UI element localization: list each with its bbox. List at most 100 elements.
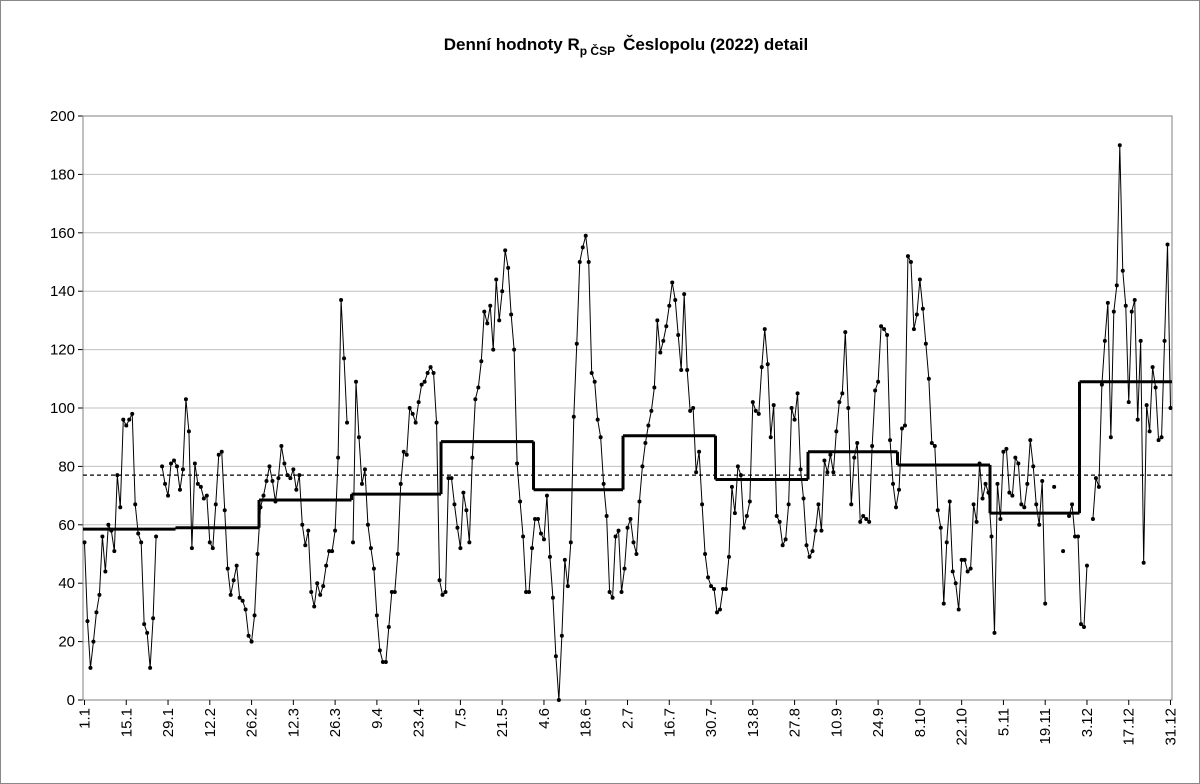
daily-point [1132, 297, 1137, 302]
daily-point [974, 519, 979, 524]
daily-point [383, 660, 388, 665]
daily-point [94, 610, 99, 615]
daily-point [989, 534, 994, 539]
daily-point [449, 476, 454, 481]
daily-point [897, 487, 902, 492]
daily-point [139, 540, 144, 545]
y-tick-label: 100 [50, 400, 75, 417]
daily-point [547, 554, 552, 559]
daily-point [252, 613, 257, 618]
x-tick-label: 22.10 [954, 708, 971, 746]
daily-point [911, 327, 916, 332]
chart-title: Denní hodnoty Rp ČSP Česlopolu (2022) det… [444, 35, 809, 58]
daily-point [225, 566, 230, 571]
daily-point [324, 563, 329, 568]
daily-point [401, 449, 406, 454]
daily-point [589, 370, 594, 375]
x-tick-label: 19.11 [1037, 708, 1054, 744]
daily-point [524, 589, 529, 594]
daily-point [598, 435, 603, 440]
daily-point [726, 554, 731, 559]
daily-point [1019, 502, 1024, 507]
daily-point [747, 499, 752, 504]
daily-point [1102, 338, 1107, 343]
daily-point [151, 616, 156, 621]
daily-point [416, 400, 421, 405]
daily-point [389, 589, 394, 594]
daily-point [309, 589, 314, 594]
daily-point [700, 502, 705, 507]
daily-point [1135, 417, 1140, 422]
daily-point [410, 411, 415, 416]
daily-point [234, 563, 239, 568]
daily-point [920, 306, 925, 311]
daily-point [336, 455, 341, 460]
daily-point [91, 639, 96, 644]
x-tick-label: 21.5 [494, 708, 511, 737]
daily-point [810, 549, 815, 554]
daily-point [673, 297, 678, 302]
daily-point [527, 589, 532, 594]
daily-point [374, 613, 379, 618]
daily-point [580, 245, 585, 250]
x-tick-label: 23.4 [411, 708, 428, 737]
daily-point [1013, 455, 1018, 460]
daily-point [371, 566, 376, 571]
daily-point [82, 540, 87, 545]
daily-point [1141, 560, 1146, 565]
daily-point [458, 546, 463, 551]
daily-point [768, 435, 773, 440]
daily-point [479, 359, 484, 364]
daily-point [127, 417, 132, 422]
daily-point [712, 587, 717, 592]
daily-point [1061, 549, 1066, 554]
daily-point [327, 549, 332, 554]
daily-point [413, 420, 418, 425]
daily-point [1081, 625, 1086, 629]
daily-point [192, 461, 197, 466]
daily-point [85, 619, 90, 624]
daily-point [1159, 435, 1164, 440]
daily-point [425, 370, 430, 375]
daily-point [879, 324, 884, 329]
x-tick-label: 9.4 [369, 708, 386, 729]
daily-point [697, 449, 702, 454]
daily-point [1108, 435, 1113, 440]
daily-point [1007, 490, 1012, 495]
daily-point [315, 581, 320, 586]
daily-point [380, 660, 385, 665]
daily-point [533, 516, 538, 521]
daily-point [503, 248, 508, 253]
daily-point [807, 554, 812, 559]
x-tick-label: 29.1 [160, 708, 177, 737]
daily-point [169, 461, 174, 466]
daily-point [264, 479, 269, 483]
daily-point [365, 522, 370, 527]
daily-point [965, 569, 970, 574]
daily-point [300, 522, 305, 527]
daily-point [947, 499, 952, 504]
daily-point [1096, 484, 1101, 489]
x-tick-label: 18.6 [578, 708, 595, 737]
daily-point [679, 368, 684, 373]
x-tick-label: 27.8 [787, 708, 804, 737]
daily-point [285, 473, 290, 478]
daily-point [398, 481, 403, 486]
daily-point [849, 502, 854, 507]
daily-point [404, 452, 409, 457]
daily-point [682, 292, 687, 297]
daily-point [1150, 365, 1155, 370]
daily-point [455, 525, 460, 530]
daily-point [706, 575, 711, 580]
daily-point [1123, 303, 1128, 308]
daily-point [1120, 268, 1125, 273]
daily-point [667, 303, 672, 308]
daily-point [840, 391, 845, 396]
daily-point [735, 464, 740, 469]
daily-point [407, 406, 412, 410]
daily-point [100, 534, 105, 539]
daily-point [171, 458, 176, 463]
daily-point [783, 537, 788, 542]
daily-point [786, 502, 791, 507]
